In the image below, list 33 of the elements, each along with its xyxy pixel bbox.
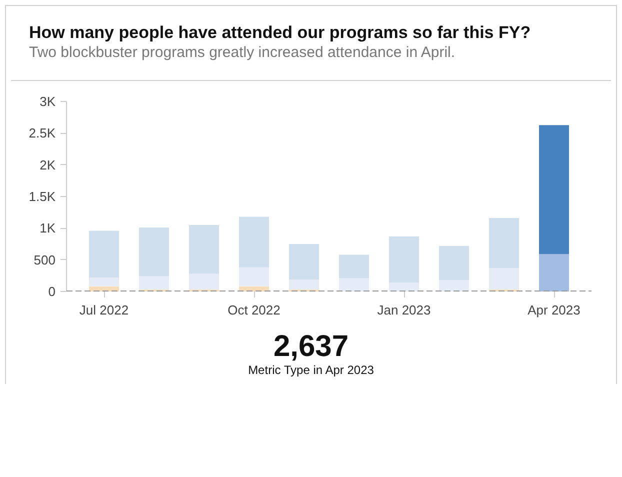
chart-title: How many people have attended our programs so far this FY?	[29, 22, 531, 44]
bar	[289, 244, 319, 280]
y-tick-label: 3K	[40, 94, 56, 109]
bar	[389, 282, 419, 292]
y-tick-label: 1.5K	[28, 188, 56, 204]
bar	[389, 236, 419, 282]
bar	[139, 227, 169, 276]
chart-subtitle: Two blockbuster programs greatly increased attendance in April.	[29, 43, 456, 64]
y-tick-label: 2.5K	[28, 125, 56, 140]
bar	[289, 279, 319, 290]
bar	[539, 124, 569, 254]
bar	[339, 254, 369, 278]
y-tick-label: 1K	[40, 220, 56, 236]
bar	[89, 277, 119, 286]
bar	[489, 218, 519, 268]
bar	[489, 268, 519, 290]
bar	[439, 280, 469, 292]
x-tick-label: Jan 2023	[377, 302, 431, 318]
bar	[189, 273, 219, 290]
bar	[539, 254, 569, 292]
x-tick-label: Oct 2022	[228, 302, 280, 318]
bar	[189, 224, 219, 274]
bar	[89, 230, 119, 278]
y-tick-label: 0	[48, 284, 56, 299]
bar	[439, 246, 469, 280]
y-tick-label: 500	[34, 252, 56, 268]
bar	[239, 216, 269, 268]
y-tick-label: 2K	[40, 157, 56, 172]
bar	[139, 276, 169, 290]
x-tick-label: Jul 2022	[79, 302, 129, 318]
bar	[339, 278, 369, 292]
x-tick-label: Apr 2023	[528, 302, 580, 318]
bar	[239, 267, 269, 286]
